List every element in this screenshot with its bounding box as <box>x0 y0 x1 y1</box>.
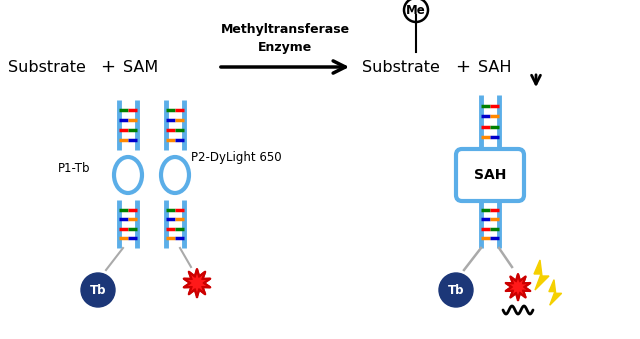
Text: Enzyme: Enzyme <box>258 41 312 55</box>
Text: Me: Me <box>406 3 426 17</box>
Text: Substrate: Substrate <box>8 60 86 75</box>
FancyBboxPatch shape <box>456 149 524 201</box>
Text: SAH: SAH <box>474 168 506 182</box>
Text: +: + <box>456 58 470 76</box>
Text: Methyltransferase: Methyltransferase <box>220 23 349 37</box>
Text: +: + <box>100 58 115 76</box>
Polygon shape <box>184 269 211 297</box>
Text: P1-Tb: P1-Tb <box>58 161 90 175</box>
Text: Substrate: Substrate <box>362 60 440 75</box>
Text: SAM: SAM <box>123 60 158 75</box>
Circle shape <box>81 273 115 307</box>
FancyArrowPatch shape <box>532 75 540 84</box>
Text: Tb: Tb <box>90 283 106 297</box>
Polygon shape <box>506 274 531 300</box>
FancyArrowPatch shape <box>221 61 346 73</box>
Polygon shape <box>534 260 549 290</box>
Text: SAH: SAH <box>478 60 511 75</box>
Circle shape <box>439 273 473 307</box>
Polygon shape <box>549 280 562 305</box>
Text: P2-DyLight 650: P2-DyLight 650 <box>191 152 282 164</box>
Text: Tb: Tb <box>448 283 464 297</box>
